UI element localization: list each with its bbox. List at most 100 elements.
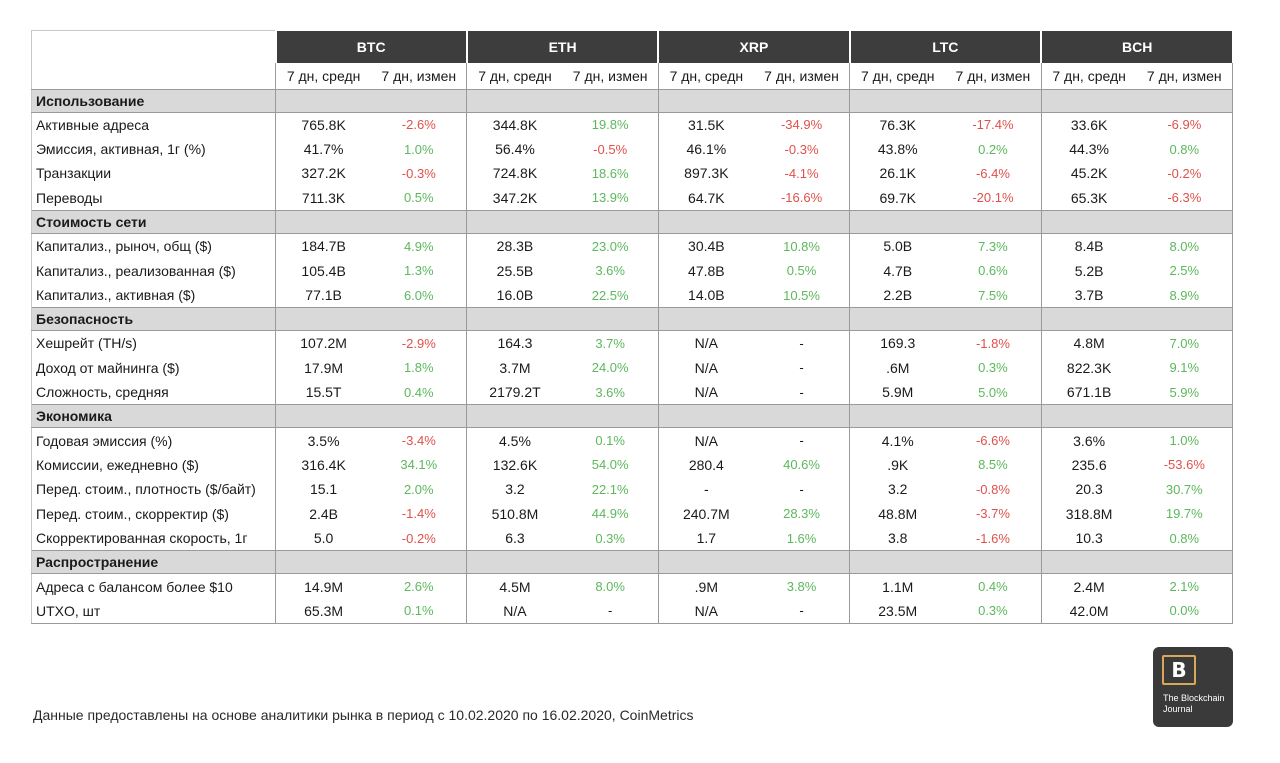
section-filler bbox=[275, 404, 372, 429]
section-filler bbox=[371, 88, 467, 113]
coin-header-row: BTC ETH XRP LTC BCH bbox=[31, 30, 1233, 63]
section-filler bbox=[562, 88, 659, 113]
metric-avg-xrp: 240.7M bbox=[657, 501, 754, 526]
section-filler bbox=[753, 210, 850, 235]
subheader-chg: 7 дн, измен bbox=[1136, 62, 1233, 90]
section-filler bbox=[1040, 307, 1137, 332]
section-filler bbox=[1040, 550, 1137, 575]
metric-avg-xrp: 46.1% bbox=[657, 136, 754, 162]
metric-change-btc: -0.3% bbox=[401, 165, 436, 181]
metric-label: Хешрейт (TH/s) bbox=[31, 330, 276, 356]
table-row: Адреса с балансом более $10 14.9M 2.6% 4.5M… bbox=[31, 573, 1233, 599]
section-filler bbox=[657, 88, 754, 113]
metric-change-ltc: 0.3% bbox=[978, 360, 1008, 376]
table-row: Капитализ., реализованная ($) 105.4B 1.3% 2… bbox=[31, 258, 1233, 283]
metric-avg-bch: 5.2B bbox=[1040, 258, 1137, 283]
metric-change-xrp: - bbox=[799, 433, 804, 449]
section-filler bbox=[945, 550, 1042, 575]
metric-avg-ltc: 3.2 bbox=[849, 477, 946, 502]
metric-avg-eth: 344.8K bbox=[466, 112, 563, 137]
metric-change-xrp: 1.6% bbox=[786, 530, 817, 546]
coin-header-xrp: XRP bbox=[657, 30, 850, 63]
metric-avg-btc: 77.1B bbox=[275, 282, 372, 308]
metric-avg-eth: 164.3 bbox=[466, 330, 563, 356]
metric-avg-bch: 4.8M bbox=[1040, 330, 1137, 356]
table-row: Хешрейт (TH/s) 107.2M -2.9% 164.3 3.7% N/A - 16… bbox=[31, 330, 1233, 356]
subheader-chg: 7 дн, измен bbox=[753, 62, 850, 90]
metric-change-bch: 8.0% bbox=[1136, 233, 1233, 259]
metric-avg-eth: 25.5B bbox=[466, 258, 563, 283]
metric-change-btc: 1.8% bbox=[403, 360, 434, 376]
metric-change-eth: 22.1% bbox=[591, 481, 629, 497]
metric-avg-xrp: N/A bbox=[657, 380, 754, 405]
metric-label: Комиссии, ежедневно ($) bbox=[31, 452, 276, 478]
metric-avg-xrp: 47.8B bbox=[657, 258, 754, 283]
section-filler bbox=[1136, 550, 1233, 575]
section-filler bbox=[466, 404, 563, 429]
subheader-avg: 7 дн, средн bbox=[275, 62, 372, 90]
metric-avg-bch: 235.6 bbox=[1040, 452, 1137, 478]
metric-change-eth: 0.3% bbox=[595, 530, 625, 546]
metric-change-ltc: 0.3% bbox=[945, 598, 1042, 625]
metric-change-eth: 3.6% bbox=[595, 263, 625, 279]
section-filler bbox=[945, 210, 1042, 235]
metric-avg-ltc: .9K bbox=[849, 452, 946, 478]
section-filler bbox=[1136, 404, 1233, 429]
metric-change-bch: 1.0% bbox=[1136, 427, 1233, 453]
section-filler bbox=[1136, 88, 1233, 113]
metric-change-btc: 0.1% bbox=[371, 598, 467, 625]
metric-avg-bch: 44.3% bbox=[1040, 136, 1137, 162]
section-filler bbox=[371, 307, 467, 332]
section-filler bbox=[849, 210, 946, 235]
metric-label: UTXO, шт bbox=[31, 598, 276, 625]
section-row: Экономика bbox=[31, 404, 1233, 429]
metric-label: Годовая эмиссия (%) bbox=[31, 427, 276, 453]
subheader-avg: 7 дн, средн bbox=[1040, 62, 1137, 90]
section-filler bbox=[753, 88, 850, 113]
metric-avg-xrp: 31.5K bbox=[657, 112, 754, 137]
metric-change-eth: 22.5% bbox=[591, 287, 629, 303]
table-row: Перед. стоим., скорректир ($) 2.4B -1.4% 51… bbox=[31, 501, 1233, 526]
metric-avg-eth: 4.5% bbox=[466, 427, 563, 453]
metric-change-xrp: -16.6% bbox=[780, 190, 823, 206]
metric-avg-xrp: N/A bbox=[657, 598, 754, 625]
table-row: Капитализ., рыноч, общ ($) 184.7B 4.9% 28.3… bbox=[31, 233, 1233, 259]
metrics-table-container: BTC ETH XRP LTC BCH 7 дн, средн 7 дн, из… bbox=[31, 30, 1233, 625]
metric-change-eth: - bbox=[562, 598, 659, 625]
metric-avg-bch: 45.2K bbox=[1040, 161, 1137, 186]
metric-avg-bch: 671.1B bbox=[1040, 380, 1137, 405]
metric-avg-btc: 765.8K bbox=[275, 112, 372, 137]
metric-change-bch: -0.2% bbox=[1136, 161, 1233, 186]
metric-change-eth: 3.7% bbox=[595, 335, 625, 351]
metric-change-eth: 54.0% bbox=[591, 457, 629, 473]
coin-header-btc: BTC bbox=[274, 30, 467, 63]
table-corner bbox=[31, 30, 276, 63]
coin-header-ltc: LTC bbox=[848, 30, 1042, 63]
section-row: Использование bbox=[31, 88, 1233, 113]
coin-header-bch: BCH bbox=[1040, 30, 1233, 63]
metric-avg-btc: 65.3M bbox=[275, 598, 372, 625]
subheader-chg: 7 дн, измен bbox=[562, 62, 659, 90]
metric-avg-btc: 711.3K bbox=[275, 185, 372, 211]
metric-avg-eth: 724.8K bbox=[466, 161, 563, 186]
metric-change-bch: 0.8% bbox=[1136, 136, 1233, 162]
metric-label: Транзакции bbox=[31, 161, 276, 186]
section-filler bbox=[371, 404, 467, 429]
metric-avg-eth: 6.3 bbox=[466, 525, 563, 551]
metric-avg-xrp: 64.7K bbox=[657, 185, 754, 211]
metric-avg-xrp: 1.7 bbox=[657, 525, 754, 551]
metric-avg-btc: 41.7% bbox=[275, 136, 372, 162]
section-filler bbox=[753, 550, 850, 575]
table-row: Эмиссия, активная, 1г (%) 41.7% 1.0% 56.4% -… bbox=[31, 136, 1233, 162]
section-title: Стоимость сети bbox=[31, 210, 276, 235]
metric-change-ltc: 0.6% bbox=[978, 263, 1008, 279]
metric-avg-ltc: 3.8 bbox=[849, 525, 946, 551]
metric-avg-bch: 3.6% bbox=[1040, 427, 1137, 453]
metric-avg-ltc: 5.9M bbox=[849, 380, 946, 405]
metric-avg-eth: 510.8M bbox=[466, 501, 563, 526]
metric-avg-btc: 2.4B bbox=[275, 501, 372, 526]
section-title: Экономика bbox=[31, 404, 276, 429]
section-row: Распространение bbox=[31, 550, 1233, 575]
metric-avg-ltc: 4.1% bbox=[849, 427, 946, 453]
metric-avg-ltc: 26.1K bbox=[849, 161, 946, 186]
